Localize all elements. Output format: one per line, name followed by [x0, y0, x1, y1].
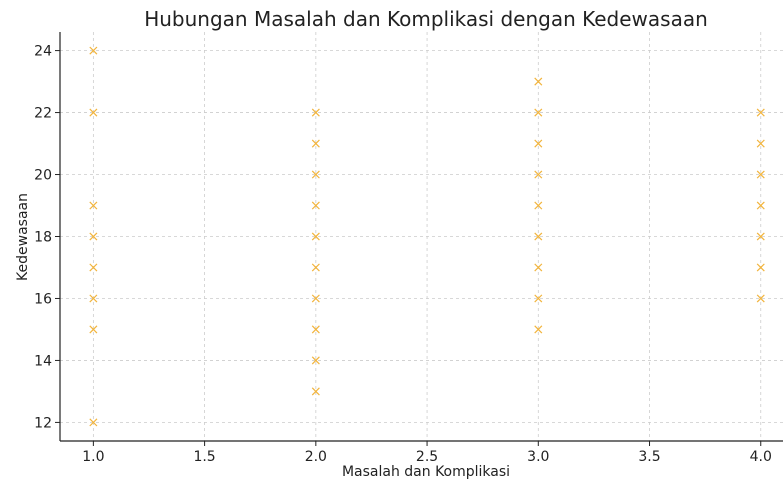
data-point	[311, 232, 320, 241]
y-tick-label: 16	[34, 291, 52, 307]
x-tick-label: 3.0	[527, 449, 549, 465]
data-point	[89, 294, 98, 303]
y-tick-label: 24	[34, 44, 52, 60]
data-point	[534, 201, 543, 210]
y-tick-label: 12	[34, 415, 52, 431]
data-point	[756, 232, 765, 241]
data-point	[534, 263, 543, 272]
data-point	[89, 232, 98, 241]
data-point	[756, 108, 765, 117]
y-tick-label: 14	[34, 353, 52, 369]
data-point	[756, 201, 765, 210]
data-point	[534, 170, 543, 179]
data-point	[89, 46, 98, 55]
y-axis-ticks: 12 14 16 18 20 22 24	[34, 44, 60, 431]
data-point	[534, 294, 543, 303]
data-point	[311, 139, 320, 148]
data-point	[89, 418, 98, 427]
x-tick-label: 2.5	[416, 449, 438, 465]
data-point	[756, 170, 765, 179]
x-axis-label: Masalah dan Komplikasi	[342, 464, 510, 480]
data-point	[89, 201, 98, 210]
x-tick-label: 3.5	[638, 449, 660, 465]
data-point	[311, 201, 320, 210]
data-point	[89, 325, 98, 334]
data-point	[89, 263, 98, 272]
x-tick-label: 1.0	[82, 449, 104, 465]
x-tick-label: 2.0	[305, 449, 327, 465]
data-point	[756, 263, 765, 272]
grid	[60, 32, 783, 441]
data-point	[89, 108, 98, 117]
data-point	[311, 108, 320, 117]
y-tick-label: 18	[34, 230, 52, 246]
data-point	[756, 139, 765, 148]
data-point	[311, 263, 320, 272]
data-point	[311, 387, 320, 396]
data-point	[534, 325, 543, 334]
data-point	[311, 294, 320, 303]
y-axis-label: Kedewasaan	[15, 193, 31, 281]
data-point	[534, 232, 543, 241]
data-point	[311, 170, 320, 179]
x-tick-label: 1.5	[193, 449, 215, 465]
data-point	[756, 294, 765, 303]
data-point	[311, 356, 320, 365]
data-point	[311, 325, 320, 334]
data-point	[534, 77, 543, 86]
x-axis-ticks: 1.0 1.5 2.0 2.5 3.0 3.5 4.0	[82, 441, 772, 465]
y-tick-label: 20	[34, 168, 52, 184]
data-point	[534, 139, 543, 148]
data-points	[89, 46, 765, 427]
y-tick-label: 22	[34, 106, 52, 122]
x-tick-label: 4.0	[750, 449, 772, 465]
chart-title: Hubungan Masalah dan Komplikasi dengan K…	[144, 7, 708, 31]
data-point	[534, 108, 543, 117]
